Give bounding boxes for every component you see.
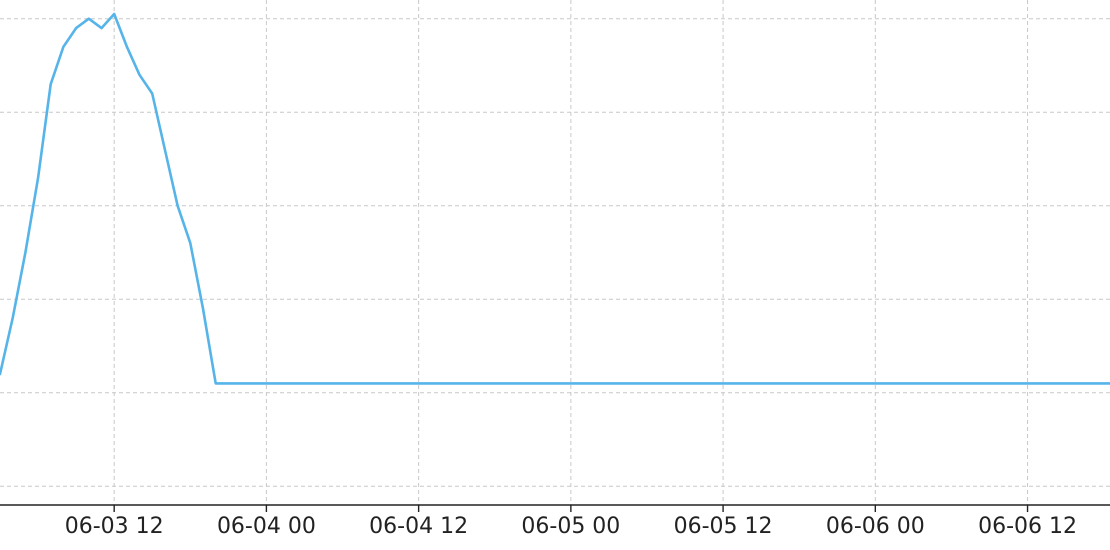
x-tick-label-5: 06-06 00 [826,514,925,539]
x-axis: 06-03 12 06-04 00 06-04 12 06-05 00 06-05 12… [0,504,1110,539]
x-tick-label-6: 06-06 12 [978,514,1077,539]
x-tick-label-0: 06-03 12 [65,514,164,539]
chart-grid [0,0,1110,505]
x-tick-label-4: 06-05 12 [674,514,773,539]
x-tick-label-2: 06-04 12 [369,514,468,539]
x-tick-label-3: 06-05 00 [521,514,620,539]
series-line-0 [0,12,1110,385]
x-tick-label-1: 06-04 00 [217,514,316,539]
chart-series [0,12,1110,385]
